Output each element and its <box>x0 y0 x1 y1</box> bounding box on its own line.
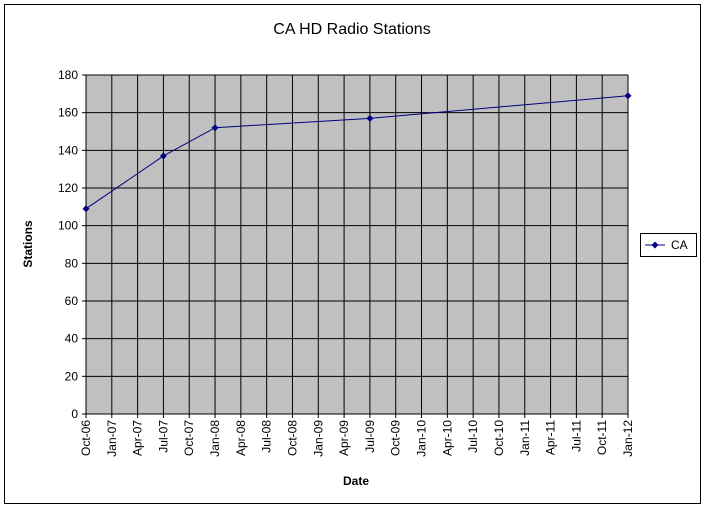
x-tick-label: Apr-11 <box>544 420 558 455</box>
x-tick-label: Oct-07 <box>182 420 196 456</box>
x-tick-label: Jan-12 <box>621 420 635 457</box>
y-tick-label: 180 <box>58 68 78 82</box>
plot-area <box>85 74 629 415</box>
legend-marker <box>651 241 659 249</box>
x-tick-label: Jan-11 <box>518 420 532 456</box>
x-tick-label: Oct-09 <box>389 420 403 456</box>
x-tick-label: Jan-07 <box>105 420 119 457</box>
legend-label: CA <box>671 238 688 252</box>
x-tick-label: Oct-10 <box>492 420 506 456</box>
y-tick-label: 20 <box>65 369 79 383</box>
y-tick-label: 120 <box>58 181 78 195</box>
y-axis-label: Stations <box>21 220 35 268</box>
x-tick-label: Jan-08 <box>208 420 222 457</box>
x-tick-label: Oct-11 <box>595 420 609 455</box>
chart-title: CA HD Radio Stations <box>273 21 430 38</box>
x-tick-label: Apr-10 <box>440 420 454 456</box>
data-point <box>82 205 90 213</box>
x-tick-label: Apr-08 <box>234 420 248 456</box>
x-tick-label: Jul-10 <box>466 420 480 453</box>
x-axis-label: Date <box>343 474 369 488</box>
x-tick-label: Jul-11 <box>569 420 583 452</box>
y-tick-label: 60 <box>65 294 79 308</box>
x-tick-label: Oct-08 <box>285 420 299 456</box>
x-tick-label: Apr-07 <box>131 420 145 456</box>
x-tick-label: Jul-07 <box>156 420 170 453</box>
x-tick-label: Oct-06 <box>79 420 93 456</box>
y-tick-label: 0 <box>71 407 78 421</box>
data-point <box>624 92 632 100</box>
x-tick-label: Jul-08 <box>260 420 274 453</box>
x-tick-label: Apr-09 <box>337 420 351 456</box>
y-tick-label: 140 <box>58 143 78 157</box>
data-point <box>366 114 374 122</box>
y-tick-label: 160 <box>58 106 78 120</box>
data-point <box>159 152 167 160</box>
y-tick-label: 40 <box>65 332 79 346</box>
data-point <box>211 124 219 132</box>
y-tick-label: 100 <box>58 219 78 233</box>
x-tick-label: Jan-10 <box>415 420 429 457</box>
legend <box>640 233 697 257</box>
y-tick-label: 80 <box>65 256 79 270</box>
x-tick-label: Jul-09 <box>363 420 377 453</box>
x-tick-label: Jan-09 <box>311 420 325 457</box>
